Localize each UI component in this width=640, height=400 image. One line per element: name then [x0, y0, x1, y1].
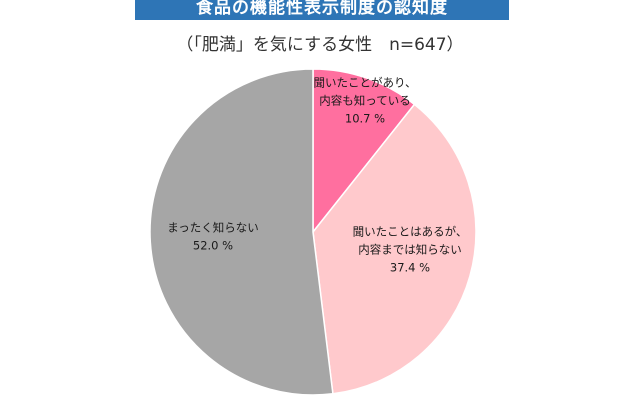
slice-label-heard-not-content: 聞いたことはあるが、内容までは知らない 37.4 % [353, 225, 468, 275]
chart-title: 食品の機能性表示制度の認知度 [135, 0, 509, 20]
slice-value: 37.4 % [390, 261, 430, 275]
pie-slice-not-known [149, 68, 334, 396]
pie-slice-known-content [312, 68, 416, 235]
slice-value: 10.7 % [345, 112, 385, 126]
slice-label-not-known: まったく知らない 52.0 % [167, 221, 259, 253]
slice-label-text: 聞いたことはあるが、 [353, 225, 468, 239]
slice-label-text: まったく知らない [167, 221, 259, 235]
slice-label-known-content: 聞いたことがあり、内容も知っている 10.7 % [313, 76, 416, 126]
slice-label-text: 内容までは知らない [358, 243, 462, 257]
pie-slice-heard-not-content [312, 103, 477, 395]
slice-label-text: 内容も知っている [319, 94, 410, 108]
slice-label-text: 聞いたことがあり、 [313, 76, 416, 90]
slice-value: 52.0 % [193, 239, 233, 253]
chart-subtitle: （「肥満」を気にする女性 n=647） [176, 35, 464, 55]
